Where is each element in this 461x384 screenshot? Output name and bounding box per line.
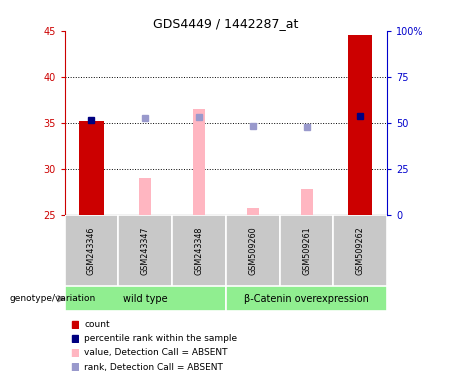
Bar — [333, 215, 387, 286]
Bar — [193, 109, 205, 215]
Text: percentile rank within the sample: percentile rank within the sample — [84, 334, 237, 343]
Text: GDS4449 / 1442287_at: GDS4449 / 1442287_at — [153, 17, 299, 30]
Bar — [172, 215, 226, 286]
Bar — [301, 189, 313, 215]
Bar — [348, 35, 372, 215]
Bar — [226, 286, 387, 311]
Bar — [79, 121, 104, 215]
Text: value, Detection Call = ABSENT: value, Detection Call = ABSENT — [84, 348, 228, 358]
Text: GSM509261: GSM509261 — [302, 226, 311, 275]
Bar — [65, 215, 118, 286]
Text: β-Catenin overexpression: β-Catenin overexpression — [244, 293, 369, 304]
Text: rank, Detection Call = ABSENT: rank, Detection Call = ABSENT — [84, 362, 223, 372]
Text: GSM509262: GSM509262 — [356, 226, 365, 275]
Bar — [118, 215, 172, 286]
Text: GSM509260: GSM509260 — [248, 226, 257, 275]
Text: wild type: wild type — [123, 293, 167, 304]
Bar — [65, 286, 226, 311]
Text: genotype/variation: genotype/variation — [9, 294, 95, 303]
Text: count: count — [84, 320, 110, 329]
Bar — [139, 178, 151, 215]
Text: GSM243348: GSM243348 — [195, 227, 203, 275]
Text: GSM243347: GSM243347 — [141, 226, 150, 275]
Bar — [247, 208, 259, 215]
Text: GSM243346: GSM243346 — [87, 227, 96, 275]
Bar — [280, 215, 333, 286]
Bar — [226, 215, 280, 286]
